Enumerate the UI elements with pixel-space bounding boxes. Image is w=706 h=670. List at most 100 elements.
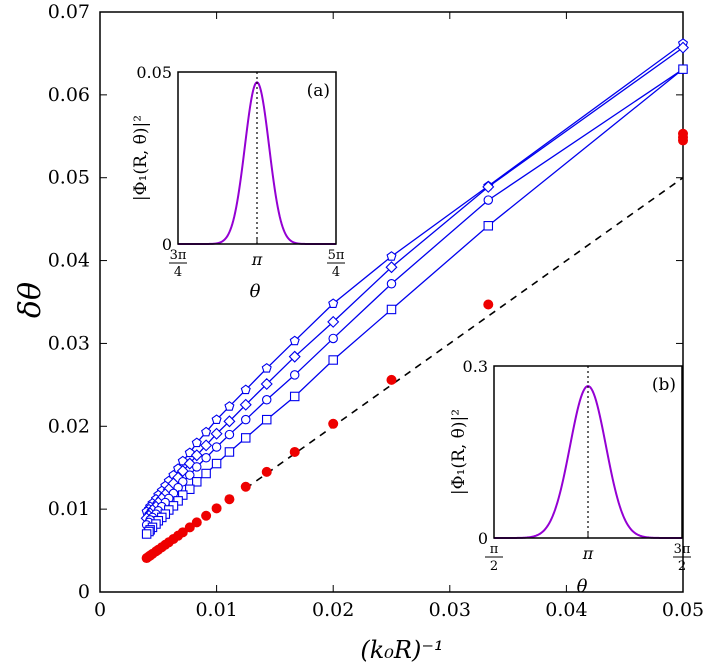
- square-marker: [201, 468, 211, 479]
- square-marker: [224, 447, 235, 457]
- square-marker: [261, 414, 272, 425]
- diamond-marker: [482, 180, 495, 193]
- reference-dashed-line: [245, 177, 684, 490]
- inset-b-x-tick-denominator: 2: [490, 559, 498, 574]
- red-point: [240, 481, 251, 492]
- circle-marker: [185, 470, 195, 480]
- inset-b-panel-label: (b): [652, 375, 676, 395]
- inset-b-y-tick-label: 0.3: [463, 357, 488, 376]
- inset-a-x-tick-numerator: 3π: [170, 248, 187, 263]
- y-tick-label: 0.06: [48, 84, 90, 106]
- square-marker: [678, 64, 688, 74]
- square-marker: [241, 433, 251, 443]
- circle-marker: [224, 429, 235, 440]
- diamond-marker: [288, 350, 301, 363]
- inset-b-x-tick-numerator: π: [490, 542, 499, 557]
- inset-a-x-tick-numerator: 5π: [328, 248, 345, 263]
- inset-b-x-tick-label: π: [582, 544, 594, 563]
- diamond-marker: [190, 449, 203, 462]
- inset-b-x-label: θ: [577, 576, 588, 597]
- red-point: [328, 418, 339, 429]
- diamond-marker: [676, 41, 690, 54]
- y-tick-label: 0.03: [48, 332, 90, 354]
- red-points: [141, 128, 688, 564]
- pentagon-marker: [224, 401, 235, 411]
- diamond-marker: [200, 439, 213, 452]
- y-tick-label: 0: [78, 581, 90, 603]
- inset-b-x-tick-denominator: 2: [678, 559, 686, 574]
- y-tick-label: 0.04: [48, 250, 90, 272]
- pentagon-marker: [261, 362, 272, 373]
- circle-marker: [201, 453, 211, 463]
- circle-marker: [211, 442, 222, 452]
- diamond-marker: [260, 378, 273, 391]
- inset-a-y-tick-label: 0: [162, 235, 172, 254]
- x-tick-label: 0.01: [195, 599, 237, 621]
- red-point: [386, 374, 397, 385]
- inset-a-x-tick-label: π: [251, 250, 263, 269]
- circle-marker: [192, 462, 202, 472]
- square-marker: [141, 529, 152, 539]
- series-circle: [141, 64, 688, 530]
- red-point: [483, 299, 494, 310]
- series-square: [141, 64, 688, 539]
- y-tick-label: 0.01: [48, 498, 90, 520]
- x-tick-label: 0.03: [429, 599, 471, 621]
- inset-b-y-tick-label: 0: [478, 529, 488, 548]
- y-tick-label: 0.07: [48, 1, 90, 23]
- inset-a-x-tick-denominator: 4: [174, 265, 182, 280]
- red-point: [191, 517, 202, 528]
- circle-marker: [241, 414, 251, 425]
- red-point: [211, 503, 222, 514]
- pentagon-marker: [386, 251, 397, 261]
- circle-marker: [328, 333, 338, 344]
- main-ticks: 0 0.01 0.02 0.03 0.04 0.05 0 0.01 0.02 0.03 0.04 0.…: [48, 1, 704, 621]
- x-axis-label: (k₀R)⁻¹: [360, 636, 443, 664]
- red-point: [678, 135, 688, 146]
- diamond-marker: [239, 398, 252, 411]
- square-marker: [328, 355, 338, 365]
- red-point: [289, 446, 300, 457]
- inset-b-x-tick-numerator: 3π: [674, 542, 691, 557]
- pentagon-marker: [240, 384, 251, 395]
- inset-a-x-label: θ: [250, 281, 261, 302]
- red-point: [261, 466, 272, 477]
- square-marker: [185, 484, 195, 495]
- square-marker: [386, 304, 397, 315]
- pentagon-marker: [201, 426, 212, 437]
- main-plot: 0 0.01 0.02 0.03 0.04 0.05 0 0.01 0.02 0.03 0.04 0.…: [13, 1, 704, 664]
- y-tick-label: 0.02: [48, 415, 90, 437]
- inset-a-y-tick-label: 0.05: [136, 63, 172, 82]
- diamond-marker: [223, 415, 236, 428]
- pentagon-marker: [289, 335, 300, 346]
- circle-marker: [483, 195, 494, 205]
- main-plot-frame: [99, 11, 684, 593]
- red-point: [141, 553, 152, 564]
- x-tick-label: 0.05: [662, 599, 704, 621]
- pentagon-marker: [191, 437, 202, 448]
- pentagon-marker: [211, 414, 222, 424]
- x-tick-label: 0.02: [312, 599, 354, 621]
- square-marker: [483, 221, 494, 231]
- diamond-marker: [327, 315, 340, 328]
- diamond-marker: [385, 261, 398, 274]
- inset-a-panel-label: (a): [307, 81, 330, 101]
- y-axis-label: δθ: [13, 282, 48, 318]
- x-tick-label: 0: [94, 599, 106, 621]
- inset-a-x-tick-denominator: 4: [332, 265, 340, 280]
- inset-a-y-label: |Φ₁(R, θ)|²: [131, 115, 151, 201]
- pentagon-marker: [328, 298, 339, 308]
- circle-marker: [289, 370, 300, 380]
- square-marker: [289, 391, 300, 402]
- square-marker: [211, 458, 222, 469]
- red-point: [201, 510, 212, 521]
- red-point: [184, 522, 195, 533]
- red-point: [224, 494, 235, 505]
- diamond-marker: [210, 427, 223, 440]
- square-marker: [192, 477, 202, 487]
- x-tick-label: 0.04: [545, 599, 587, 621]
